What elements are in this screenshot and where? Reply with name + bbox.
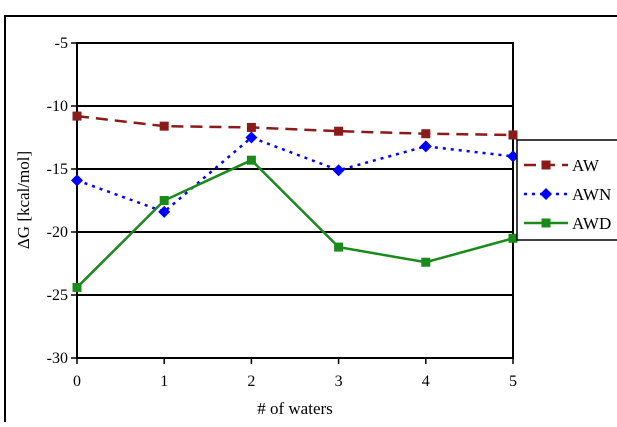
series-line-awd [76, 158, 514, 289]
x-tick-label: 5 [509, 373, 517, 390]
x-tick-label: 3 [335, 373, 343, 390]
y-tick-label: -30 [47, 350, 68, 367]
y-tick-label: -20 [47, 224, 68, 241]
legend-label-awn: AWN [572, 185, 611, 204]
legend-item-awd: AWD [524, 214, 611, 233]
data-point-aw [421, 129, 431, 139]
data-point-awd [72, 282, 82, 292]
data-point-awn [507, 150, 519, 163]
data-point-aw [508, 130, 518, 140]
grid-lines [77, 105, 513, 296]
series-line-aw [76, 114, 514, 137]
series-layer [71, 111, 519, 292]
y-tick-label: -25 [47, 287, 68, 304]
y-tick-label: -10 [47, 98, 68, 115]
data-point-awn [158, 205, 171, 218]
data-point-aw [334, 126, 344, 136]
y-axis-ticks: -30 -25 -20 -15 -10 -5 [47, 35, 77, 367]
plot-area [76, 42, 514, 359]
data-point-awd [246, 155, 256, 165]
data-point-awn [71, 174, 83, 187]
legend-marker-awn [540, 188, 552, 200]
legend-item-aw: AW [524, 156, 600, 175]
data-point-awn [419, 140, 432, 153]
y-tick-label: -15 [47, 161, 68, 178]
data-point-awd [421, 257, 431, 267]
y-tick-label: -5 [55, 35, 68, 52]
x-tick-label: 0 [73, 373, 81, 390]
x-tick-label: 2 [247, 373, 255, 390]
y-axis-label: ΔG [kcal/mol] [14, 151, 33, 249]
data-point-awn [245, 131, 258, 144]
series-awd [72, 155, 518, 292]
series-aw [72, 111, 518, 140]
x-axis-ticks: 0 1 2 3 4 5 [73, 358, 517, 390]
data-point-awd [159, 196, 169, 205]
legend-marker-aw [541, 160, 551, 170]
data-point-aw [159, 121, 169, 131]
legend-label-awd: AWD [572, 214, 611, 233]
x-axis-label: # of waters [257, 399, 333, 418]
x-tick-label: 1 [160, 373, 168, 390]
data-point-aw [72, 111, 82, 121]
data-point-awn [332, 164, 345, 177]
legend-marker-awd [541, 218, 551, 228]
data-point-awd [334, 242, 344, 252]
legend: AW AWN AWD [516, 139, 617, 241]
data-point-awd [508, 233, 518, 243]
legend-item-awn: AWN [524, 185, 611, 204]
legend-items: AW AWN AWD [524, 156, 611, 233]
legend-label-aw: AW [572, 156, 600, 175]
x-tick-label: 4 [422, 373, 430, 390]
data-point-aw [246, 122, 256, 132]
series-awn [71, 131, 519, 218]
